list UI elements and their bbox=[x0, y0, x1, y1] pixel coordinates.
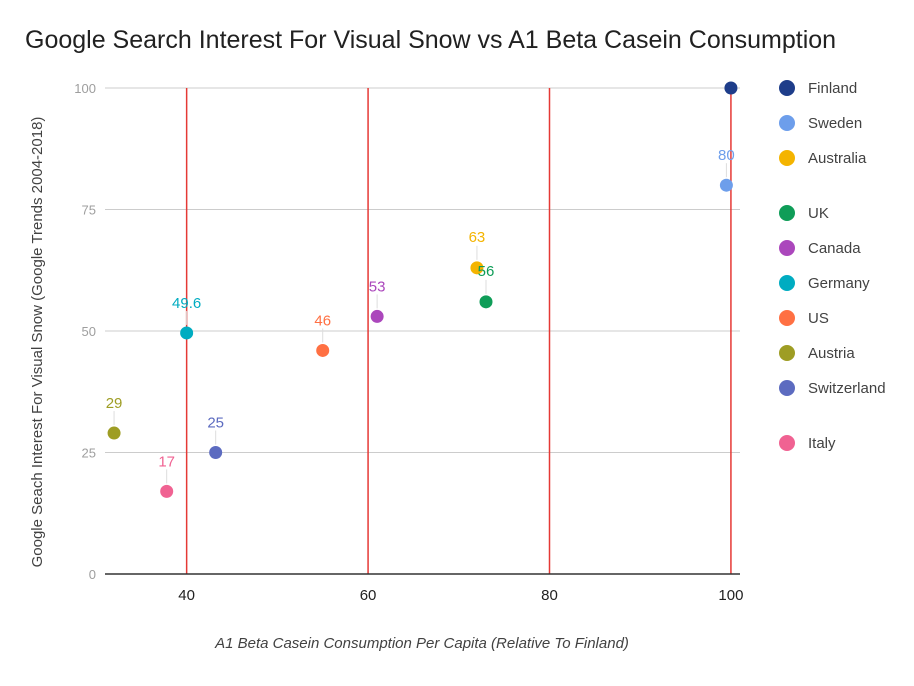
legend-marker bbox=[779, 310, 795, 326]
legend-label: Germany bbox=[808, 275, 870, 292]
y-tick-label: 75 bbox=[82, 203, 96, 218]
y-tick-label: 100 bbox=[74, 81, 96, 96]
grid-layer bbox=[105, 87, 740, 453]
data-point-italy bbox=[160, 484, 174, 498]
y-tick-label: 50 bbox=[82, 324, 96, 339]
legend-label: Austria bbox=[808, 345, 855, 362]
chart-title: Google Search Interest For Visual Snow v… bbox=[25, 26, 836, 54]
data-point-germany bbox=[180, 326, 194, 340]
legend-label: Switzerland bbox=[808, 380, 886, 397]
legend-marker bbox=[779, 150, 795, 166]
data-point-uk bbox=[479, 295, 493, 309]
legend-label: Finland bbox=[808, 80, 857, 97]
legend-marker bbox=[779, 240, 795, 256]
data-point-canada bbox=[370, 309, 384, 323]
x-tick-label: 40 bbox=[178, 587, 195, 604]
legend-marker bbox=[779, 380, 795, 396]
legend-marker bbox=[779, 435, 795, 451]
data-label: 25 bbox=[207, 415, 224, 432]
legend-marker bbox=[779, 205, 795, 221]
data-label: 63 bbox=[469, 229, 486, 246]
data-point-australia bbox=[470, 261, 484, 275]
x-tick-label: 100 bbox=[718, 587, 743, 604]
data-label: 46 bbox=[314, 312, 331, 329]
data-points: 80 63 56 53 49.6 46 29 25 17 bbox=[106, 81, 738, 498]
x-tick-label: 60 bbox=[360, 587, 377, 604]
data-point-us bbox=[316, 343, 330, 357]
x-axis-label: A1 Beta Casein Consumption Per Capita (R… bbox=[214, 635, 629, 652]
data-label: 17 bbox=[158, 453, 175, 470]
axis-layer: 0 25 50 75 100 40 60 80 100 bbox=[74, 81, 743, 604]
data-point-austria bbox=[107, 426, 121, 440]
data-point-finland bbox=[724, 81, 738, 95]
data-label: 80 bbox=[718, 147, 735, 164]
data-point-switzerland bbox=[209, 446, 223, 459]
legend-label: Sweden bbox=[808, 115, 862, 132]
x-tick-label: 80 bbox=[541, 587, 558, 604]
legend-marker bbox=[779, 115, 795, 131]
legend-marker bbox=[779, 80, 795, 96]
legend-marker bbox=[779, 275, 795, 291]
legend-label: Italy bbox=[808, 435, 836, 452]
legend-label: Canada bbox=[808, 240, 861, 257]
data-point-sweden bbox=[719, 178, 733, 192]
data-label: 53 bbox=[369, 278, 386, 295]
data-label: 29 bbox=[106, 395, 123, 412]
data-label: 49.6 bbox=[172, 295, 201, 312]
data-label: 56 bbox=[478, 263, 495, 280]
legend-marker bbox=[779, 345, 795, 361]
y-axis-label: Google Seach Interest For Visual Snow (G… bbox=[29, 117, 46, 568]
legend-label: Australia bbox=[808, 150, 867, 167]
legend: Finland Sweden Australia UK Canada Germany US A… bbox=[779, 80, 886, 452]
legend-label: US bbox=[808, 310, 829, 327]
legend-label: UK bbox=[808, 205, 829, 222]
y-tick-label: 25 bbox=[82, 446, 96, 461]
y-tick-label: 0 bbox=[89, 567, 96, 582]
